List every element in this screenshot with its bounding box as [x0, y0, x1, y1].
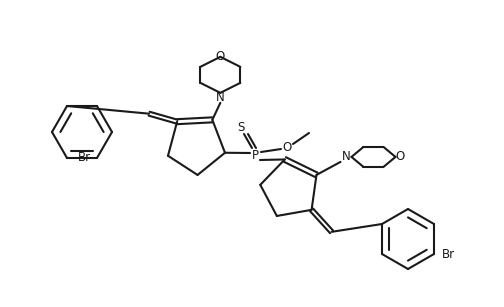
- Text: N: N: [342, 150, 351, 163]
- Text: O: O: [396, 150, 405, 163]
- Text: Br: Br: [78, 151, 91, 165]
- Text: O: O: [282, 141, 292, 154]
- Text: S: S: [237, 121, 244, 134]
- Text: Br: Br: [442, 247, 455, 261]
- Text: P: P: [251, 149, 259, 161]
- Text: N: N: [216, 91, 225, 104]
- Text: O: O: [216, 50, 225, 63]
